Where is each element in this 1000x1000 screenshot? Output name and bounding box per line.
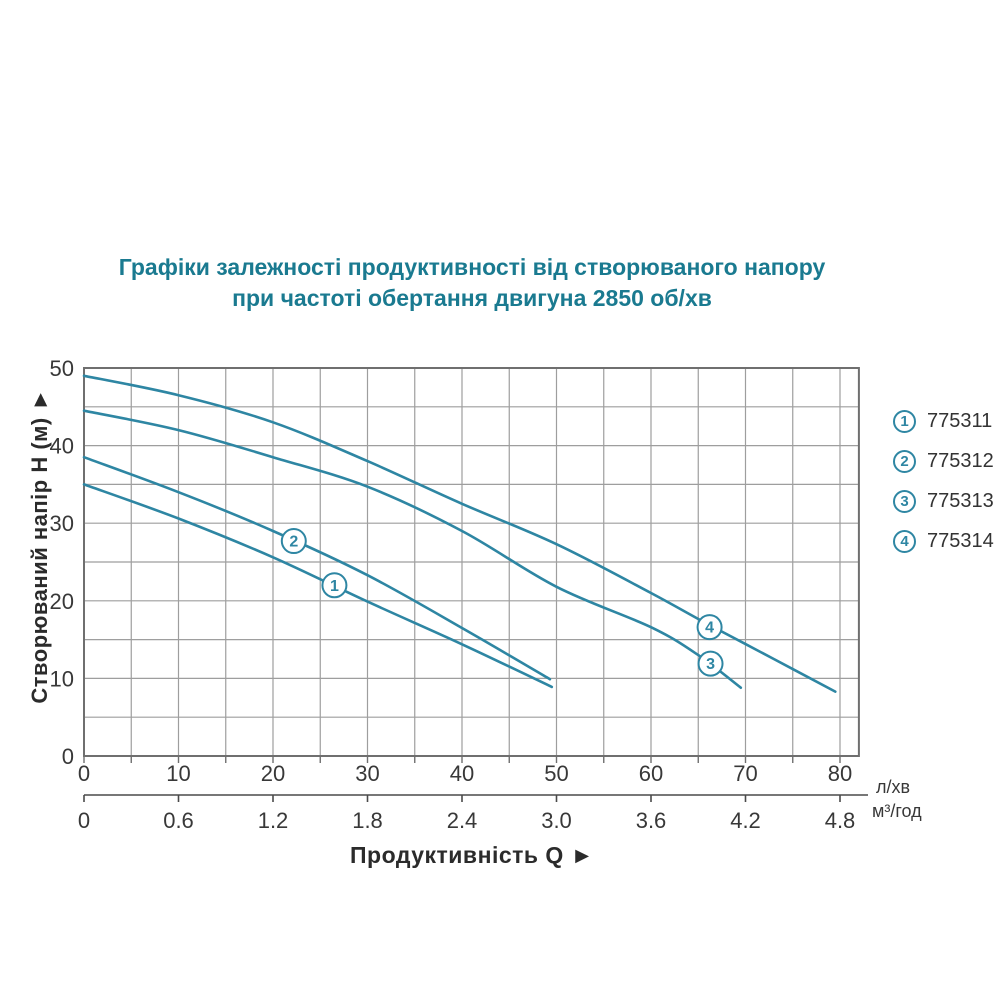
y-tick-label: 50 [50, 356, 74, 381]
y-tick-label: 30 [50, 511, 74, 536]
curve-775313 [82, 409, 743, 689]
curve-marker-775314: 4 [696, 614, 723, 641]
curve-marker-circle [697, 650, 724, 677]
plot-frame [83, 367, 860, 757]
x2-tick-label: 2.4 [447, 808, 478, 833]
x-tick-label: 10 [166, 761, 190, 786]
x2-tick-label: 4.8 [825, 808, 856, 833]
curve-775311 [82, 483, 554, 689]
legend-item: 2 775312 [893, 450, 994, 473]
curve-marker-circle [321, 572, 348, 599]
chart-title: Графіки залежності продуктивності від ст… [0, 252, 944, 314]
legend-item: 3 775313 [893, 490, 994, 513]
legend: 1 775311 2 775312 3 775313 4 775314 [893, 410, 994, 570]
curve-marker-num: 4 [705, 620, 714, 637]
y-tick-label: 10 [50, 666, 74, 691]
x-axis-secondary [83, 794, 868, 802]
y-tick-label: 0 [62, 744, 74, 769]
x2-tick-label: 4.2 [730, 808, 761, 833]
legend-item: 1 775311 [893, 410, 994, 433]
curve-marker-775313: 3 [697, 650, 724, 677]
chart-title-line1: Графіки залежності продуктивності від ст… [118, 254, 826, 280]
x-tick-label: 80 [828, 761, 852, 786]
curve-775312 [82, 455, 552, 681]
x2-tick-label: 3.0 [541, 808, 572, 833]
x-tick-label: 60 [639, 761, 663, 786]
legend-label-775314: 775314 [927, 530, 994, 552]
curve-marker-775312: 2 [280, 528, 307, 555]
x-tick-label: 50 [544, 761, 568, 786]
legend-marker-3: 3 [893, 490, 916, 513]
y-tick-label: 20 [50, 589, 74, 614]
x2-tick-label: 1.8 [352, 808, 383, 833]
curve-marker-num: 3 [706, 656, 715, 673]
axis-unit-m3h: м³/год [872, 801, 922, 821]
curve-marker-circle [696, 614, 723, 641]
x2-tick-label: 0 [78, 808, 90, 833]
curve-marker-num: 2 [289, 534, 298, 551]
x-tick-label: 20 [261, 761, 285, 786]
axis-unit-lmin: л/хв [876, 777, 910, 797]
legend-item: 4 775314 [893, 530, 994, 553]
curve-marker-775311: 1 [321, 572, 348, 599]
grid [84, 368, 859, 756]
curve-marker-num: 1 [330, 578, 339, 595]
x2-tick-label: 3.6 [636, 808, 667, 833]
legend-marker-2: 2 [893, 450, 916, 473]
legend-label-775313: 775313 [927, 490, 994, 512]
legend-marker-4: 4 [893, 530, 916, 553]
x-axis-title: Продуктивність Q ► [350, 842, 594, 868]
x2-tick-label: 1.2 [258, 808, 289, 833]
y-tick-label: 40 [50, 434, 74, 459]
x-tick-label: 70 [733, 761, 757, 786]
x2-tick-label: 0.6 [163, 808, 194, 833]
legend-label-775312: 775312 [927, 450, 994, 472]
curve-marker-circle [280, 528, 307, 555]
curve-775314 [82, 374, 837, 693]
y-axis-title: Створюваний напір H (м) ► [27, 388, 52, 704]
legend-marker-1: 1 [893, 410, 916, 433]
x-axis-ticks [83, 756, 841, 763]
x-tick-label: 40 [450, 761, 474, 786]
chart-title-line2: при частоті обертання двигуна 2850 об/хв [232, 285, 712, 311]
x-tick-label: 30 [355, 761, 379, 786]
legend-label-775311: 775311 [927, 410, 993, 432]
x-tick-label: 0 [78, 761, 90, 786]
